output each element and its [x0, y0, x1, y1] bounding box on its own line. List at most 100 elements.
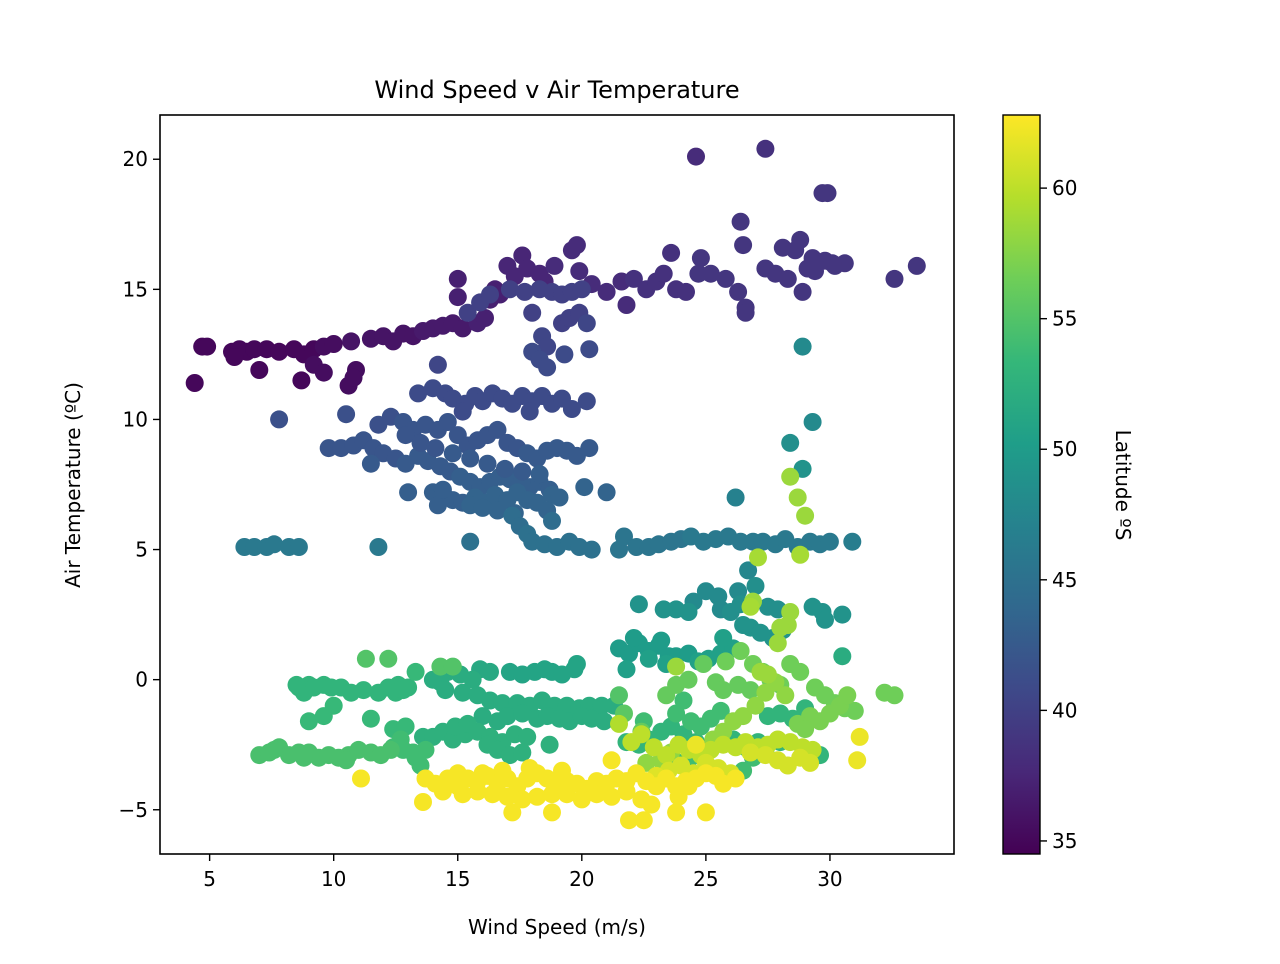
- scatter-point: [577, 392, 596, 411]
- scatter-point: [679, 670, 698, 689]
- scatter-point: [394, 681, 413, 700]
- scatter-point: [602, 787, 621, 806]
- scatter-point: [679, 777, 698, 796]
- scatter-point: [731, 532, 750, 551]
- scatter-point: [662, 243, 681, 262]
- scatter-point: [498, 787, 517, 806]
- colorbar-tick-label: 40: [1052, 698, 1077, 722]
- scatter-point: [543, 785, 561, 804]
- scatter-point: [823, 254, 842, 273]
- scatter-point: [314, 707, 333, 726]
- scatter-point: [458, 714, 477, 733]
- scatter-point: [337, 751, 356, 770]
- scatter-point: [582, 540, 601, 559]
- scatter-point: [461, 532, 480, 551]
- scatter-point: [538, 358, 557, 377]
- scatter-point: [739, 561, 758, 580]
- scatter-point: [185, 374, 204, 392]
- scatter-point: [796, 720, 815, 739]
- scatter-point: [617, 296, 636, 314]
- y-tick-label: −5: [119, 798, 148, 822]
- scatter-point: [791, 545, 810, 564]
- scatter-point: [453, 319, 472, 338]
- scatter-point: [396, 426, 415, 445]
- scatter-point: [741, 597, 760, 616]
- scatter-point: [793, 337, 812, 356]
- scatter-point: [610, 714, 628, 733]
- scatter-point: [696, 803, 715, 822]
- colorbar-tick-label: 50: [1052, 437, 1077, 461]
- scatter-point: [538, 337, 557, 356]
- scatter-point: [595, 712, 614, 731]
- scatter-point: [734, 236, 753, 255]
- scatter-point: [438, 413, 457, 431]
- scatter-point: [691, 249, 710, 268]
- scatter-point: [796, 506, 815, 525]
- scatter-point: [381, 740, 400, 759]
- scatter-point: [488, 501, 507, 520]
- scatter-point: [634, 811, 653, 830]
- scatter-point: [726, 488, 745, 507]
- scatter-point: [428, 496, 447, 515]
- scatter-point: [500, 280, 519, 299]
- scatter-point: [361, 709, 380, 728]
- scatter-point: [624, 269, 643, 288]
- scatter-point: [518, 727, 537, 746]
- scatter-point: [696, 582, 715, 601]
- scatter-point: [540, 735, 559, 754]
- scatter-point: [433, 480, 452, 499]
- scatter-point: [483, 785, 502, 804]
- x-tick-label: 20: [569, 867, 594, 891]
- scatter-point: [575, 478, 594, 497]
- colorbar-tick-label: 45: [1052, 568, 1077, 592]
- scatter-point: [654, 600, 673, 619]
- scatter-point: [513, 462, 532, 481]
- scatter-point: [667, 657, 686, 676]
- scatter-point: [689, 264, 708, 283]
- scatter-point: [513, 704, 532, 723]
- scatter-point: [265, 535, 284, 554]
- scatter-point: [793, 282, 812, 301]
- scatter-point: [687, 147, 705, 166]
- scatter-point: [602, 751, 621, 770]
- scatter-point: [299, 712, 318, 731]
- scatter-point: [642, 795, 661, 814]
- y-tick-label: 15: [123, 277, 148, 301]
- scatter-point: [567, 655, 586, 673]
- scatter-point: [473, 498, 492, 517]
- scatter-point: [545, 256, 564, 275]
- scatter-point: [629, 595, 648, 614]
- scatter-point: [734, 707, 753, 726]
- x-tick-label: 5: [203, 867, 216, 891]
- x-tick-label: 15: [445, 867, 470, 891]
- scatter-point: [528, 787, 547, 806]
- scatter-point: [674, 691, 693, 710]
- y-axis-ticks: −5 0 5 10 15 20: [119, 147, 160, 822]
- scatter-point: [741, 743, 760, 762]
- y-tick-label: 5: [135, 538, 148, 562]
- scatter-point: [324, 335, 343, 353]
- scatter-point: [513, 790, 532, 809]
- scatter-point: [746, 696, 765, 715]
- x-axis-label: Wind Speed (m/s): [468, 915, 646, 939]
- scatter-point: [503, 803, 522, 822]
- scatter-point: [342, 332, 361, 351]
- scatter-point: [711, 701, 730, 720]
- scatter-point: [287, 675, 306, 694]
- scatter-point: [597, 282, 616, 301]
- scatter-point: [250, 361, 269, 379]
- scatter-point: [652, 631, 671, 650]
- scatter-point: [468, 782, 487, 801]
- scatter-point: [520, 759, 539, 778]
- scatter-point: [379, 649, 398, 668]
- colorbar-tick-label: 35: [1052, 829, 1077, 853]
- x-tick-label: 30: [817, 867, 842, 891]
- scatter-point: [337, 405, 356, 424]
- scatter-point: [495, 459, 514, 478]
- scatter-point: [572, 280, 591, 299]
- scatter-point: [632, 725, 651, 744]
- scatter-point: [776, 686, 795, 705]
- y-tick-label: 10: [123, 407, 148, 431]
- scatter-point: [523, 303, 542, 322]
- chart-title: Wind Speed v Air Temperature: [374, 76, 739, 104]
